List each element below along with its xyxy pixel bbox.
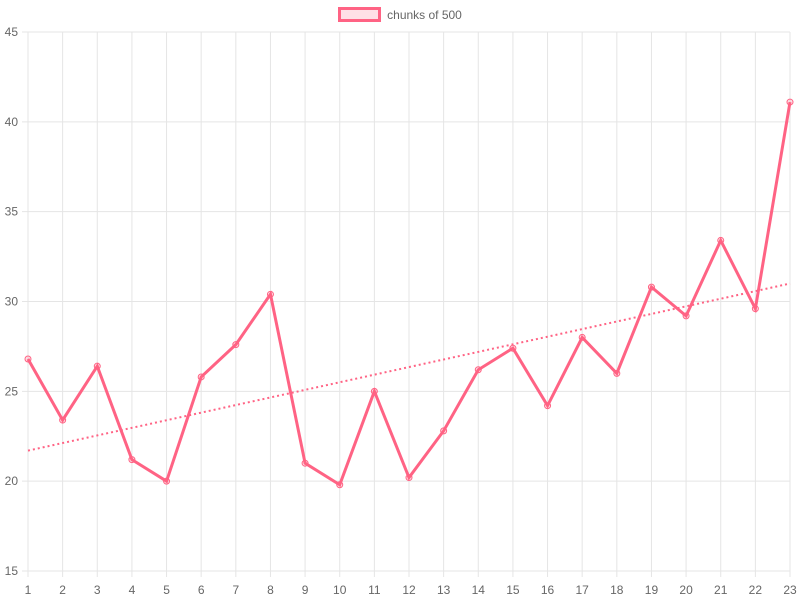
data-point xyxy=(647,283,655,291)
trend-line xyxy=(27,282,791,452)
data-point xyxy=(128,456,136,464)
x-tick-label: 9 xyxy=(302,583,309,597)
series-line xyxy=(26,101,792,488)
x-tick-label: 2 xyxy=(59,583,66,597)
x-tick-label: 4 xyxy=(129,583,136,597)
x-tick-label: 18 xyxy=(610,583,624,597)
data-point xyxy=(405,474,413,482)
data-point xyxy=(578,333,586,341)
x-tick-label: 16 xyxy=(541,583,555,597)
y-tick-label: 40 xyxy=(5,115,19,129)
data-point xyxy=(509,344,517,352)
x-tick-label: 6 xyxy=(198,583,205,597)
x-tick-label: 5 xyxy=(163,583,170,597)
data-point xyxy=(232,341,240,349)
x-tick-label: 17 xyxy=(576,583,590,597)
x-tick-label: 1 xyxy=(25,583,32,597)
data-point xyxy=(266,290,274,298)
y-tick-label: 25 xyxy=(5,384,19,398)
y-tick-label: 45 xyxy=(5,25,19,39)
y-tick-label: 20 xyxy=(5,474,19,488)
data-point xyxy=(93,362,101,370)
data-point xyxy=(336,481,344,489)
data-point xyxy=(440,427,448,435)
legend[interactable]: chunks of 500 xyxy=(0,7,800,22)
x-tick-label: 7 xyxy=(232,583,239,597)
x-tick-label: 22 xyxy=(749,583,763,597)
data-point xyxy=(786,98,794,106)
data-point xyxy=(370,387,378,395)
x-tick-label: 3 xyxy=(94,583,101,597)
data-point xyxy=(682,312,690,320)
data-point xyxy=(59,416,67,424)
x-tick-label: 21 xyxy=(714,583,728,597)
data-point xyxy=(474,366,482,374)
data-point xyxy=(163,477,171,485)
data-point xyxy=(544,402,552,410)
x-tick-label: 13 xyxy=(437,583,451,597)
y-tick-label: 30 xyxy=(5,295,19,309)
x-tick-label: 8 xyxy=(267,583,274,597)
data-point xyxy=(717,236,725,244)
data-point xyxy=(197,373,205,381)
data-point xyxy=(301,459,309,467)
x-tick-label: 11 xyxy=(368,583,381,597)
y-tick-label: 35 xyxy=(5,205,19,219)
x-tick-label: 15 xyxy=(506,583,520,597)
x-tick-label: 14 xyxy=(472,583,486,597)
legend-swatch xyxy=(338,7,382,22)
y-tick-label: 15 xyxy=(5,564,19,578)
x-tick-label: 23 xyxy=(783,583,797,597)
x-tick-label: 19 xyxy=(645,583,659,597)
legend-label: chunks of 500 xyxy=(387,7,462,22)
x-tick-label: 12 xyxy=(402,583,416,597)
data-point xyxy=(24,355,32,363)
x-tick-label: 10 xyxy=(333,583,347,597)
x-tick-label: 20 xyxy=(679,583,693,597)
data-point xyxy=(751,305,759,313)
data-point xyxy=(613,369,621,377)
